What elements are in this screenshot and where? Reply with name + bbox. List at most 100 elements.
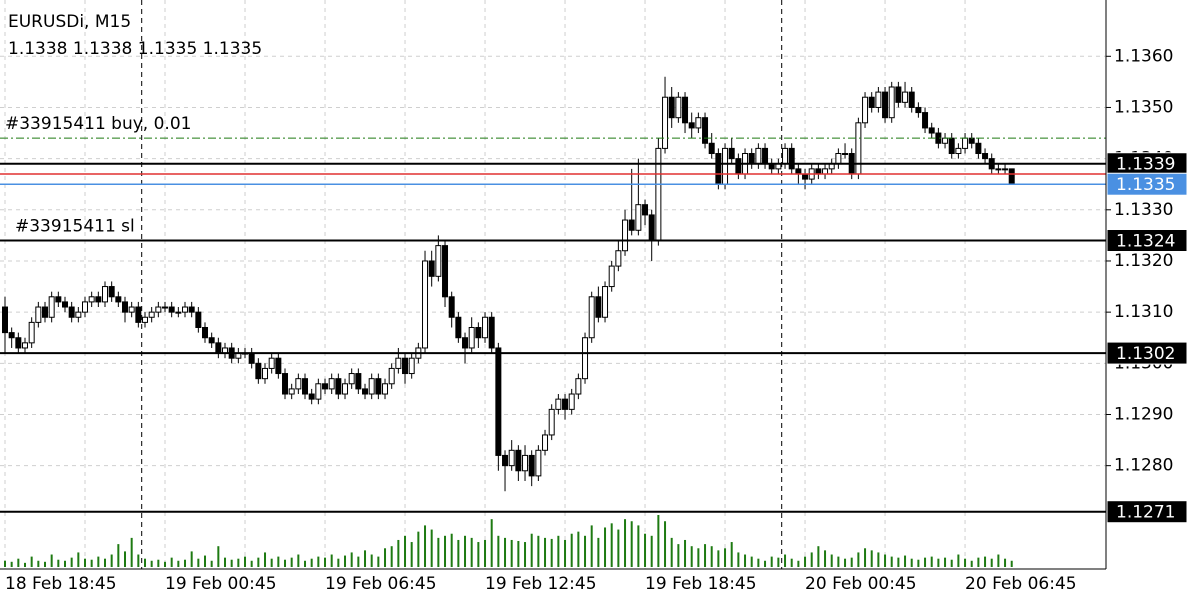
candle-body [822, 168, 829, 175]
volume-bar [204, 555, 207, 567]
price-label-box [1106, 341, 1188, 365]
volume-bar [790, 558, 793, 567]
volume-bar [944, 557, 947, 567]
candle-body [975, 142, 982, 155]
candle-body [655, 147, 662, 242]
candle-body [48, 296, 55, 318]
candle-body [482, 316, 489, 339]
volume-bar [884, 554, 887, 567]
volume-bar [544, 537, 547, 567]
chart-title: EURUSDi, M15 [8, 12, 131, 32]
candle-body [302, 378, 309, 395]
candle-body [148, 311, 155, 318]
candle-body [908, 91, 915, 108]
grid [0, 0, 1106, 569]
ohlc-low: 1.1335 [138, 39, 197, 59]
candle-body [688, 122, 695, 129]
candle-body [262, 367, 269, 380]
volume-bar [570, 533, 573, 567]
candle-body [542, 434, 549, 451]
candle-body [282, 373, 289, 395]
candle-body [215, 342, 222, 354]
price-label-box [1106, 229, 1188, 253]
volume-bar [764, 560, 767, 567]
volume-bar [170, 557, 173, 567]
candle-body [395, 357, 402, 369]
volume-bar [644, 533, 647, 567]
volume-bar [877, 552, 880, 567]
volume-bar [410, 542, 413, 567]
volume-bar [510, 539, 513, 567]
volume-bar [890, 556, 893, 567]
volume-bar [737, 552, 740, 567]
candle-body [15, 337, 22, 349]
candle-body [708, 142, 715, 155]
x-tick-label: 19 Feb 12:45 [485, 574, 597, 594]
candle-body [902, 91, 909, 103]
volume-bar [697, 548, 700, 567]
candle-body [435, 245, 442, 277]
candle-body [635, 204, 642, 231]
volume-bar [470, 537, 473, 567]
volume-bar [324, 557, 327, 567]
candle-body [922, 112, 929, 129]
y-tick-label: 1.1350 [1114, 97, 1173, 117]
candle-body [442, 245, 449, 298]
volume-bar [530, 533, 533, 567]
candle-body [348, 373, 355, 385]
ohlc-open: 1.1338 [8, 39, 67, 59]
volume-bar [524, 542, 527, 567]
volume-bar [137, 554, 140, 567]
candle-body [208, 337, 215, 344]
volume-bar [364, 550, 367, 567]
candle-body [548, 408, 555, 436]
volume-bar [390, 546, 393, 567]
volume-bar [404, 535, 407, 567]
volume-bar [484, 539, 487, 567]
candle-body [948, 137, 955, 155]
candle-body [622, 219, 629, 252]
volume-bar [217, 546, 220, 567]
labels: 1.13601.13501.13401.13301.13201.13101.13… [5, 46, 1188, 594]
volume-bar [990, 558, 993, 567]
candle-body [715, 153, 722, 185]
candle-body [355, 373, 362, 390]
price-label: 1.1271 [1116, 503, 1175, 523]
volume-bar [650, 535, 653, 567]
volume-bar [384, 548, 387, 567]
volume-bar [617, 529, 620, 567]
volume-bar [437, 537, 440, 567]
candle-body [728, 147, 735, 160]
volume-bar [297, 554, 300, 567]
candle-body [968, 137, 975, 144]
candle-body [135, 306, 142, 323]
candle-body [368, 378, 375, 395]
candle-body [528, 454, 535, 477]
x-tick-label: 20 Feb 00:45 [805, 574, 917, 594]
volume-bar [957, 554, 960, 567]
candle-body [288, 388, 295, 395]
candle-body [595, 296, 602, 318]
candle-body [468, 326, 475, 349]
volume-bar [197, 558, 200, 567]
candle-body [328, 378, 335, 390]
x-tick-label: 20 Feb 06:45 [965, 574, 1077, 594]
volume-bar [750, 556, 753, 567]
x-tick-label: 19 Feb 06:45 [325, 574, 437, 594]
candle-body [122, 301, 129, 313]
volume-bar [270, 558, 273, 567]
order-label: #33915411 sl [15, 217, 135, 237]
volume-bar [584, 535, 587, 567]
candle-body [982, 153, 989, 160]
volume-bar [657, 515, 660, 567]
volume-bar [930, 556, 933, 567]
candle-body [762, 147, 769, 165]
candle-body [28, 321, 35, 344]
candle-body [835, 153, 842, 165]
candle-body [782, 147, 789, 165]
candle-body [748, 153, 755, 165]
candle-body [495, 347, 502, 456]
candle-body [62, 301, 69, 308]
candle-body [342, 383, 349, 395]
volume-bar [630, 521, 633, 567]
